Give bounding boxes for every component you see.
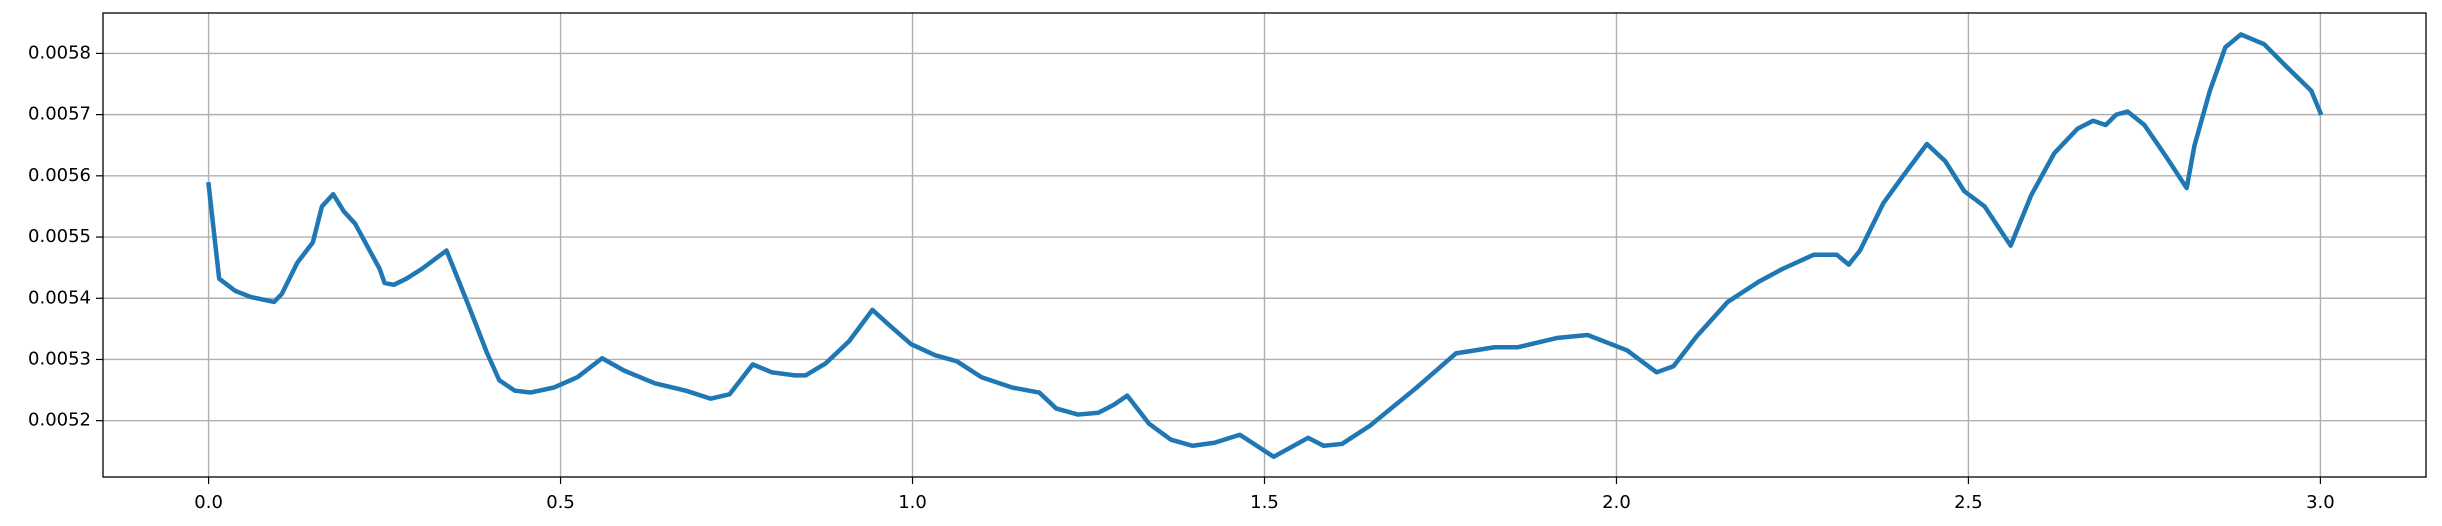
x-tick-label: 2.5 — [1954, 492, 1983, 513]
y-tick-label: 0.0052 — [28, 410, 91, 431]
x-tick-label: 3.0 — [2306, 492, 2335, 513]
y-tick-label: 0.0054 — [28, 287, 91, 308]
x-tick-label: 2.0 — [1602, 492, 1631, 513]
x-tick-label: 1.0 — [898, 492, 927, 513]
y-tick-label: 0.0057 — [28, 104, 91, 125]
y-tick-label: 0.0058 — [28, 42, 91, 63]
x-tick-label: 1.5 — [1250, 492, 1279, 513]
y-tick-label: 0.0053 — [28, 348, 91, 369]
x-tick-label: 0.0 — [194, 492, 223, 513]
plot-frame — [102, 12, 2427, 478]
x-tick-label: 0.5 — [546, 492, 575, 513]
y-tick-label: 0.0055 — [28, 226, 91, 247]
line — [206, 32, 2324, 460]
y-tick-label: 0.0056 — [28, 165, 91, 186]
